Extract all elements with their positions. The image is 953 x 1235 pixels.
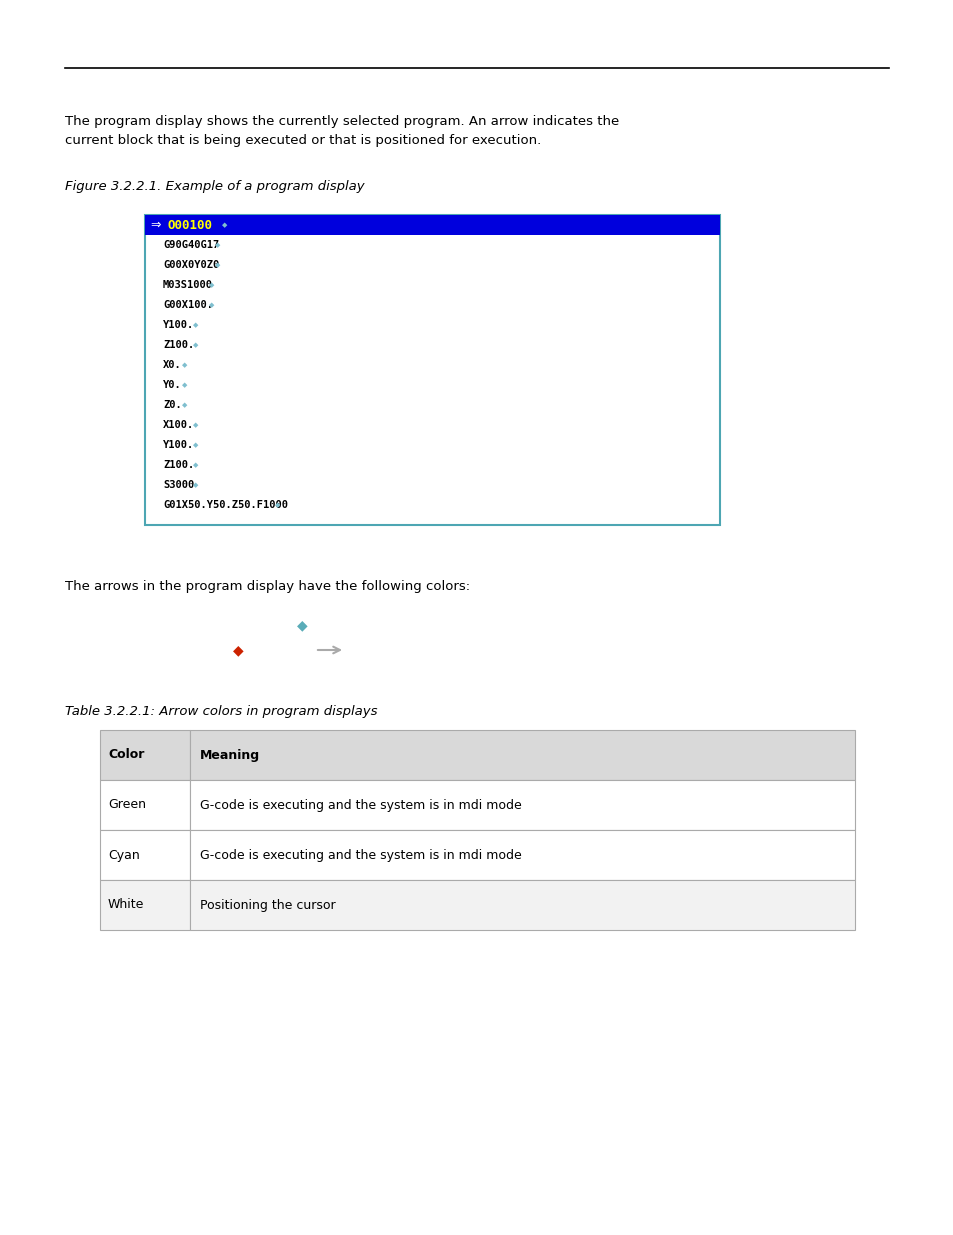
Text: Figure 3.2.2.1. Example of a program display: Figure 3.2.2.1. Example of a program dis… <box>65 180 364 193</box>
Text: Y100.: Y100. <box>163 320 194 330</box>
Text: ◆: ◆ <box>222 222 227 228</box>
Text: Y100.: Y100. <box>163 440 194 450</box>
Text: G-code is executing and the system is in mdi mode: G-code is executing and the system is in… <box>200 799 521 811</box>
Bar <box>190 730 854 781</box>
Text: ◆: ◆ <box>181 382 187 388</box>
Text: ◆: ◆ <box>296 618 307 632</box>
Text: ◆: ◆ <box>181 403 187 408</box>
Text: ◆: ◆ <box>209 303 214 308</box>
Text: Positioning the cursor: Positioning the cursor <box>200 899 335 911</box>
Bar <box>100 781 190 830</box>
Text: X0.: X0. <box>163 359 182 370</box>
Bar <box>145 215 720 525</box>
Text: Color: Color <box>108 748 144 762</box>
Text: Cyan: Cyan <box>108 848 139 862</box>
Text: ◆: ◆ <box>193 482 197 488</box>
Text: G90G40G17: G90G40G17 <box>163 240 219 249</box>
Text: Z0.: Z0. <box>163 400 182 410</box>
Bar <box>145 215 720 235</box>
Text: G00X0Y0Z0: G00X0Y0Z0 <box>163 261 219 270</box>
Text: G-code is executing and the system is in mdi mode: G-code is executing and the system is in… <box>200 848 521 862</box>
Text: G00X100.: G00X100. <box>163 300 213 310</box>
Text: ◆: ◆ <box>209 282 214 288</box>
Text: Y0.: Y0. <box>163 380 182 390</box>
Text: M03S1000: M03S1000 <box>163 280 213 290</box>
Bar <box>190 881 854 930</box>
Text: G01X50.Y50.Z50.F1000: G01X50.Y50.Z50.F1000 <box>163 500 288 510</box>
Bar <box>100 730 190 781</box>
Text: ◆: ◆ <box>274 501 280 508</box>
Text: Meaning: Meaning <box>200 748 260 762</box>
Text: Z100.: Z100. <box>163 340 194 350</box>
Text: S3000: S3000 <box>163 480 194 490</box>
Text: ◆: ◆ <box>214 242 219 248</box>
Text: ◆: ◆ <box>181 362 187 368</box>
Text: The arrows in the program display have the following colors:: The arrows in the program display have t… <box>65 580 470 593</box>
Text: ◆: ◆ <box>193 442 197 448</box>
Text: ◆: ◆ <box>193 422 197 429</box>
Text: X100.: X100. <box>163 420 194 430</box>
Text: ◆: ◆ <box>233 643 243 657</box>
Text: Table 3.2.2.1: Arrow colors in program displays: Table 3.2.2.1: Arrow colors in program d… <box>65 705 377 718</box>
Text: White: White <box>108 899 144 911</box>
Bar <box>100 830 190 881</box>
Bar <box>100 881 190 930</box>
Text: The program display shows the currently selected program. An arrow indicates the: The program display shows the currently … <box>65 115 618 147</box>
Text: O00100: O00100 <box>167 219 212 231</box>
Bar <box>190 830 854 881</box>
Text: ◆: ◆ <box>193 342 197 348</box>
Text: ⇒: ⇒ <box>150 219 160 231</box>
Text: ◆: ◆ <box>193 322 197 329</box>
Text: Green: Green <box>108 799 146 811</box>
Text: ◆: ◆ <box>193 462 197 468</box>
Text: ◆: ◆ <box>214 262 219 268</box>
Text: Z100.: Z100. <box>163 459 194 471</box>
Bar <box>190 781 854 830</box>
